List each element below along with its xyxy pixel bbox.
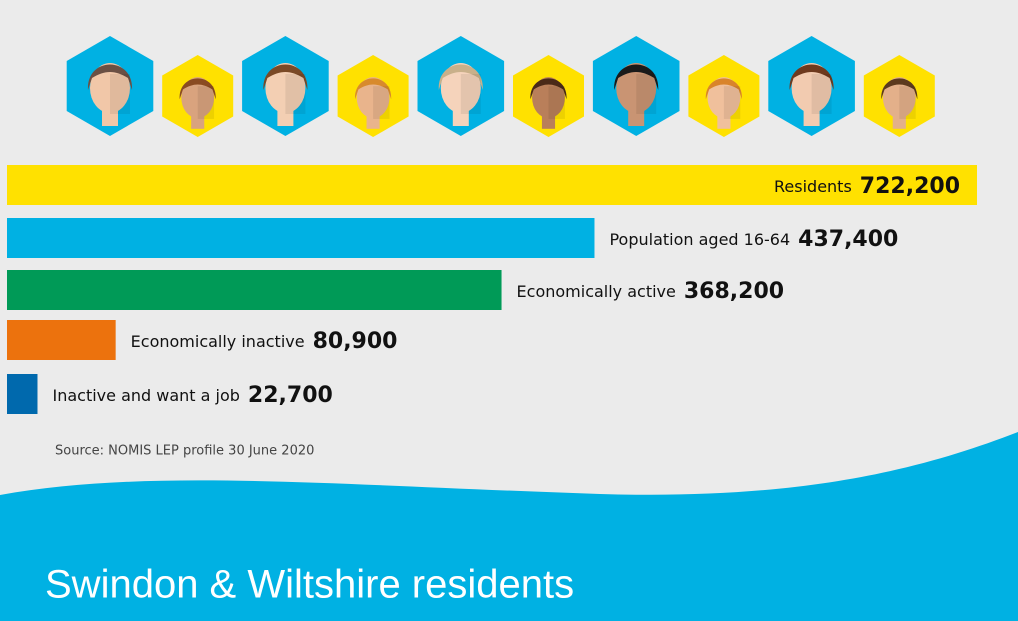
value-label: 437,400 bbox=[798, 227, 898, 252]
avatar bbox=[768, 36, 855, 136]
avatar-hair bbox=[530, 78, 567, 100]
bar bbox=[7, 165, 977, 205]
category-label: Economically inactive bbox=[131, 332, 305, 351]
avatar-shade bbox=[197, 86, 215, 119]
source-note: Source: NOMIS LEP profile 30 June 2020 bbox=[55, 444, 314, 459]
avatar-head bbox=[532, 77, 565, 119]
chart-title: Swindon & Wiltshire residents bbox=[45, 563, 574, 607]
avatar-shade bbox=[548, 86, 565, 119]
wave bbox=[0, 432, 1018, 621]
avatar bbox=[592, 36, 680, 136]
avatar-head bbox=[181, 77, 215, 119]
avatar bbox=[337, 55, 409, 137]
avatar-shade bbox=[110, 74, 130, 114]
avatar-head bbox=[265, 63, 306, 113]
avatar-shade bbox=[373, 86, 390, 119]
avatar bbox=[863, 55, 935, 137]
avatars bbox=[66, 36, 935, 137]
bar-label: Residents 722,200 bbox=[774, 174, 960, 199]
value-label: 368,200 bbox=[684, 279, 784, 304]
avatar-head bbox=[616, 63, 657, 113]
avatar-hair bbox=[438, 64, 483, 90]
value-label: 22,700 bbox=[248, 383, 333, 408]
avatar bbox=[162, 55, 234, 137]
avatar-hair bbox=[263, 64, 308, 90]
avatar-head bbox=[707, 77, 741, 119]
bar bbox=[7, 320, 116, 360]
bar-label: Inactive and want a job 22,700 bbox=[52, 383, 332, 408]
value-label: 80,900 bbox=[313, 329, 398, 354]
avatar-hair bbox=[789, 64, 834, 90]
avatar-head bbox=[90, 63, 130, 113]
avatar-head bbox=[882, 77, 916, 119]
bar-label: Economically inactive 80,900 bbox=[131, 329, 398, 354]
avatar-hair bbox=[355, 78, 392, 100]
avatar bbox=[688, 55, 760, 137]
avatar-hair bbox=[87, 64, 133, 90]
avatar-head bbox=[356, 77, 390, 119]
category-label: Inactive and want a job bbox=[52, 386, 239, 405]
avatar-hair bbox=[881, 78, 918, 100]
avatar-head bbox=[440, 63, 481, 113]
avatar bbox=[513, 55, 584, 137]
avatar-shade bbox=[811, 74, 832, 114]
category-label: Economically active bbox=[517, 282, 676, 301]
avatar-hair bbox=[614, 64, 659, 90]
bar-label: Population aged 16-64 437,400 bbox=[609, 227, 898, 252]
avatar-hair bbox=[705, 78, 742, 100]
avatar-head bbox=[791, 63, 832, 113]
avatar-hair bbox=[179, 78, 216, 100]
avatar bbox=[242, 36, 329, 136]
bar bbox=[7, 218, 595, 258]
avatar bbox=[66, 36, 154, 136]
avatar-shade bbox=[285, 74, 306, 114]
avatar bbox=[417, 36, 505, 136]
value-label: 722,200 bbox=[860, 174, 960, 199]
avatar-shade bbox=[899, 86, 916, 119]
category-label: Population aged 16-64 bbox=[609, 230, 790, 249]
bar bbox=[7, 374, 38, 414]
avatar-shade bbox=[636, 74, 657, 114]
bar bbox=[7, 270, 502, 310]
bar-label: Economically active 368,200 bbox=[517, 279, 785, 304]
category-label: Residents bbox=[774, 177, 852, 196]
avatar-shade bbox=[460, 74, 481, 114]
avatar-shade bbox=[723, 86, 741, 119]
